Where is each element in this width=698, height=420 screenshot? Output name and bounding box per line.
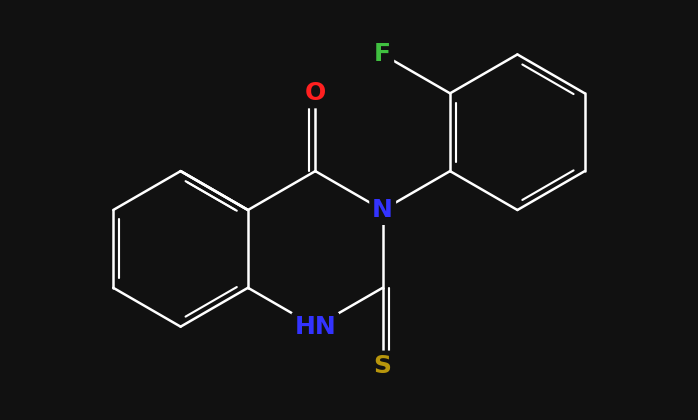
- Text: F: F: [374, 42, 391, 66]
- Text: N: N: [372, 198, 393, 222]
- Text: S: S: [373, 354, 392, 378]
- Text: O: O: [305, 81, 326, 105]
- Text: HN: HN: [295, 315, 336, 339]
